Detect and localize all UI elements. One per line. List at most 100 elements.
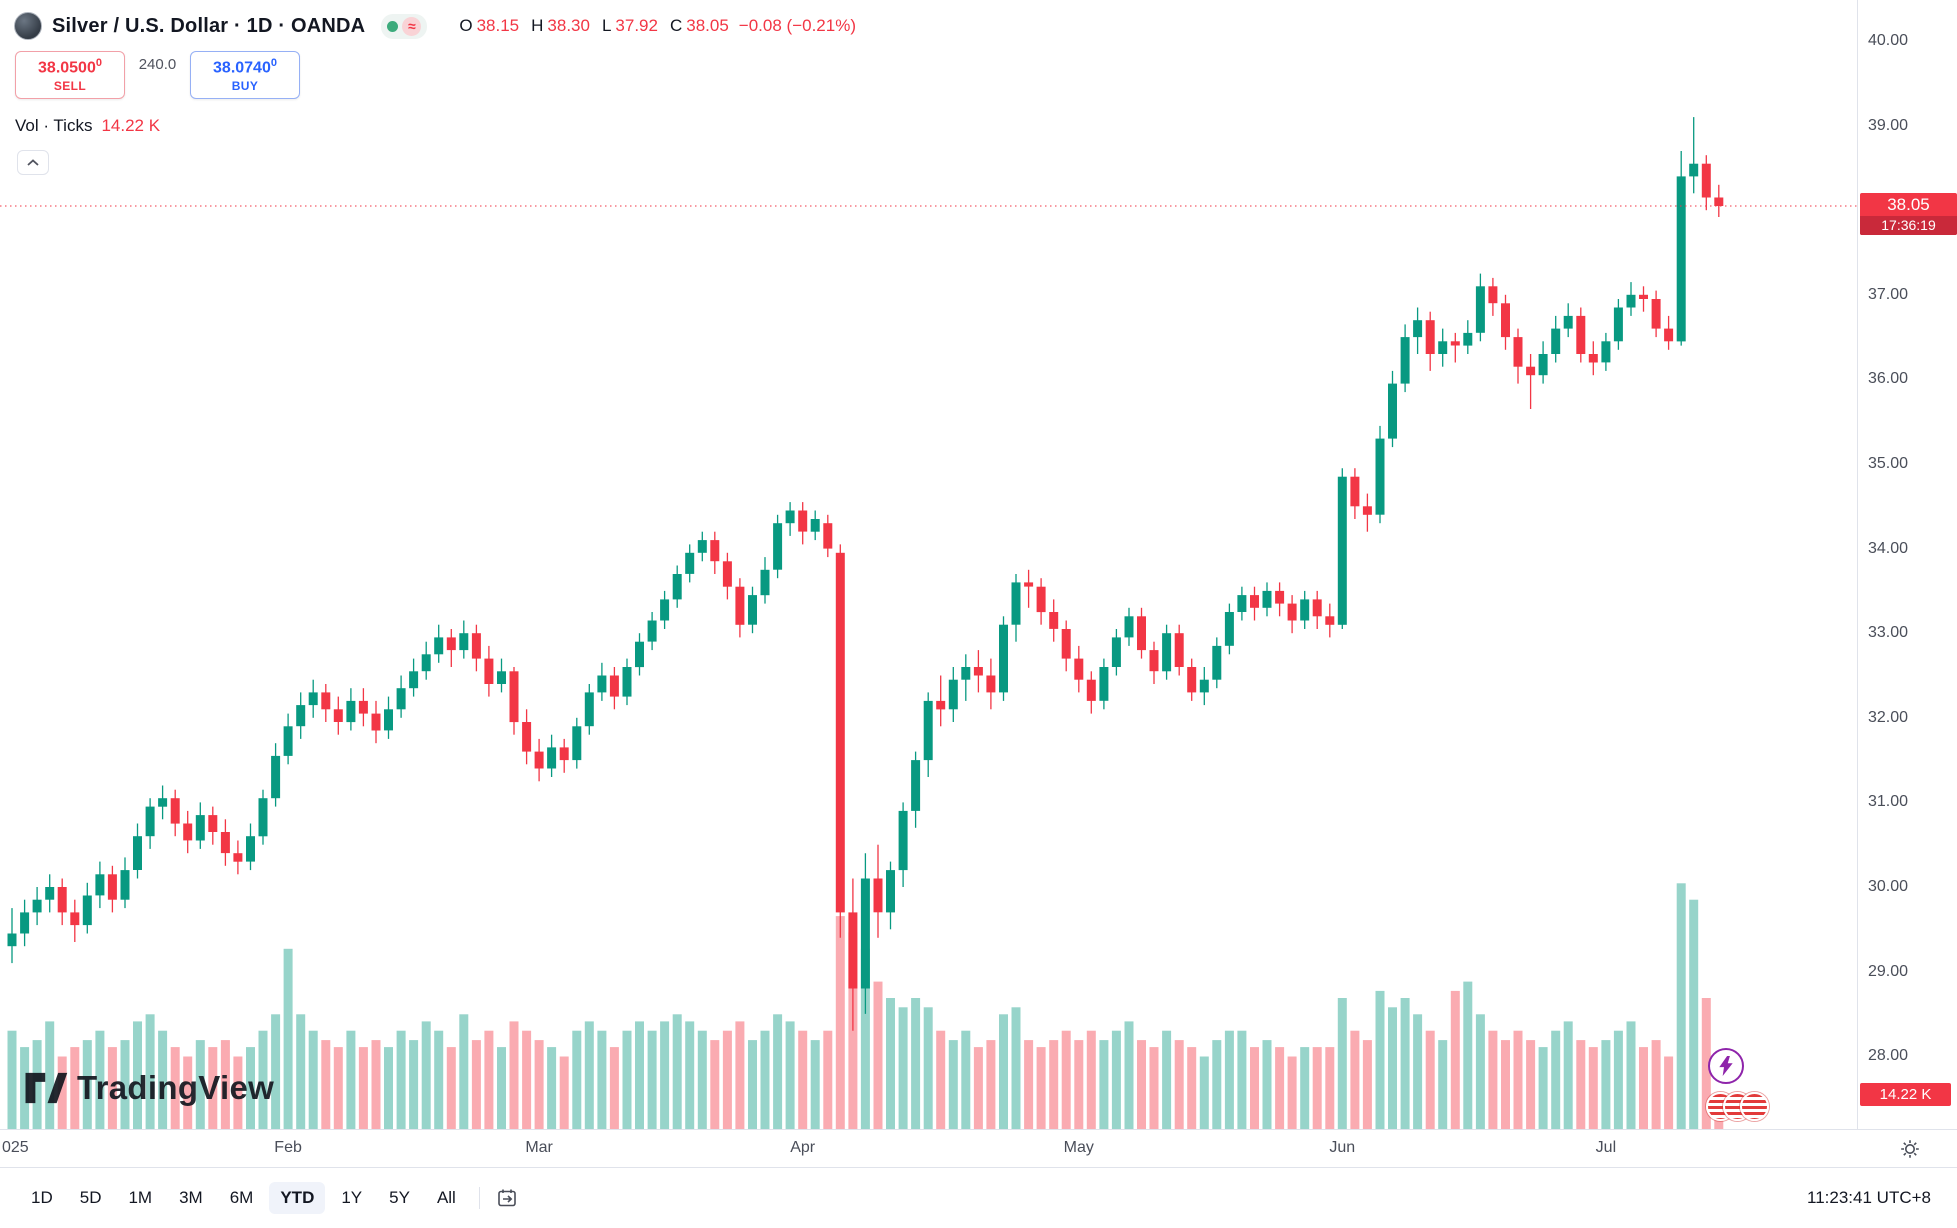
candle-body [999,624,1008,693]
range-button-5y[interactable]: 5Y [378,1182,421,1214]
volume-bar [70,1047,80,1129]
candle-body [660,599,670,621]
price-tick-label: 36.00 [1868,370,1909,388]
ohlc-values: O 38.15 H 38.30 L 37.92 C 38.05 −0.08 (−0.21… [447,16,856,36]
candle-body [1300,599,1310,621]
ohlc-high-value: 38.30 [547,16,590,35]
candle-body [1639,294,1648,299]
candle-body [1149,650,1159,672]
volume-bar [1513,1030,1523,1129]
ohlc-low-label: L [601,16,612,35]
candle-body [446,637,456,651]
volume-bar [170,1047,180,1129]
candle-body [45,887,55,900]
volume-bar [1613,1030,1623,1129]
volume-bar [1124,1021,1134,1129]
candle-body [748,595,757,625]
candle-body [1563,315,1573,329]
volume-bar [572,1030,582,1129]
candle-body [1262,590,1272,608]
time-axis[interactable]: 025 Feb Mar Apr May Jun Jul [0,1129,1957,1167]
volume-bar [1501,1040,1510,1129]
candle-body [597,675,607,693]
volume-bar [371,1040,381,1129]
volume-bar [1212,1040,1222,1129]
volume-bar [835,916,845,1129]
candle-body [371,713,381,731]
instrument-logo-icon [14,12,42,40]
economic-events-flags[interactable] [1706,1092,1769,1121]
candle-body [722,561,732,587]
candle-body [572,726,582,761]
candle-body [1350,476,1360,507]
candle-body [1413,320,1423,338]
us-flag-icon [1740,1092,1769,1121]
volume-legend-label[interactable]: Vol · Ticks [15,116,93,135]
range-button-6m[interactable]: 6M [219,1182,265,1214]
candlestick-chart[interactable] [0,0,1857,1129]
candle-body [1676,176,1686,342]
candle-body [1388,383,1397,439]
range-button-all[interactable]: All [426,1182,467,1214]
chart-legend: Silver / U.S. Dollar · 1D · OANDA ≈ O 38.… [14,10,856,42]
range-button-1y[interactable]: 1Y [330,1182,373,1214]
candle-body [1513,337,1523,367]
candle-body [346,700,356,723]
candle-body [973,667,983,676]
ohlc-high-label: H [531,16,544,35]
volume-bar [534,1040,544,1129]
candle-body [32,899,42,913]
buy-button[interactable]: 38.07400 BUY [190,51,300,99]
price-tick-label: 32.00 [1868,708,1909,726]
collapse-legend-button[interactable] [17,150,49,175]
candle-body [647,620,657,642]
volume-bar [1689,899,1699,1129]
candle-body [1626,294,1636,308]
volume-bar [1400,998,1410,1129]
range-button-1d[interactable]: 1D [20,1182,64,1214]
volume-bar [748,1040,757,1129]
goto-date-button[interactable] [492,1183,522,1213]
candle-body [1400,337,1410,384]
volume-bar [923,1007,933,1129]
market-status[interactable]: ≈ [381,13,428,39]
ohlc-open-value: 38.15 [476,16,520,35]
range-button-3m[interactable]: 3M [168,1182,214,1214]
range-button-ytd[interactable]: YTD [269,1182,326,1214]
symbol-title[interactable]: Silver / U.S. Dollar · 1D · OANDA [52,14,366,37]
candle-body [1199,679,1209,693]
candle-body [1086,679,1096,701]
candle-body [7,933,17,947]
candle-body [911,760,921,811]
volume-bar [208,1047,218,1129]
candle-body [1224,612,1234,646]
volume-bar [421,1021,431,1129]
volume-bar [647,1030,657,1129]
candle-body [133,836,142,870]
volume-bar [999,1014,1008,1129]
candle-body [1588,354,1598,363]
volume-bar [107,1047,117,1129]
instant-order-button[interactable] [1708,1048,1744,1084]
time-axis-label: May [1063,1139,1094,1156]
volume-bar [1086,1030,1096,1129]
candle-body [848,912,858,989]
candle-body [697,540,707,553]
range-button-5d[interactable]: 5D [69,1182,113,1214]
volume-bar [1337,998,1347,1129]
range-button-1m[interactable]: 1M [117,1182,163,1214]
sell-button[interactable]: 38.05000 SELL [15,51,125,99]
volume-bar [1588,1047,1598,1129]
volume-bar [246,1047,255,1129]
volume-bar [446,1047,456,1129]
price-axis[interactable]: 38.05 17:36:19 14.22 K 40.0039.0038.0037… [1857,0,1957,1167]
toolbar-clock[interactable]: 11:23:41 UTC+8 [1807,1188,1931,1207]
volume-bar [95,1030,105,1129]
chart-settings-button[interactable] [1899,1138,1921,1165]
chart-pane[interactable] [0,0,1857,1129]
volume-bar [735,1021,745,1129]
candle-body [1337,476,1347,625]
candle-body [1074,658,1084,680]
candle-body [860,878,870,989]
volume-bar [7,1030,17,1129]
